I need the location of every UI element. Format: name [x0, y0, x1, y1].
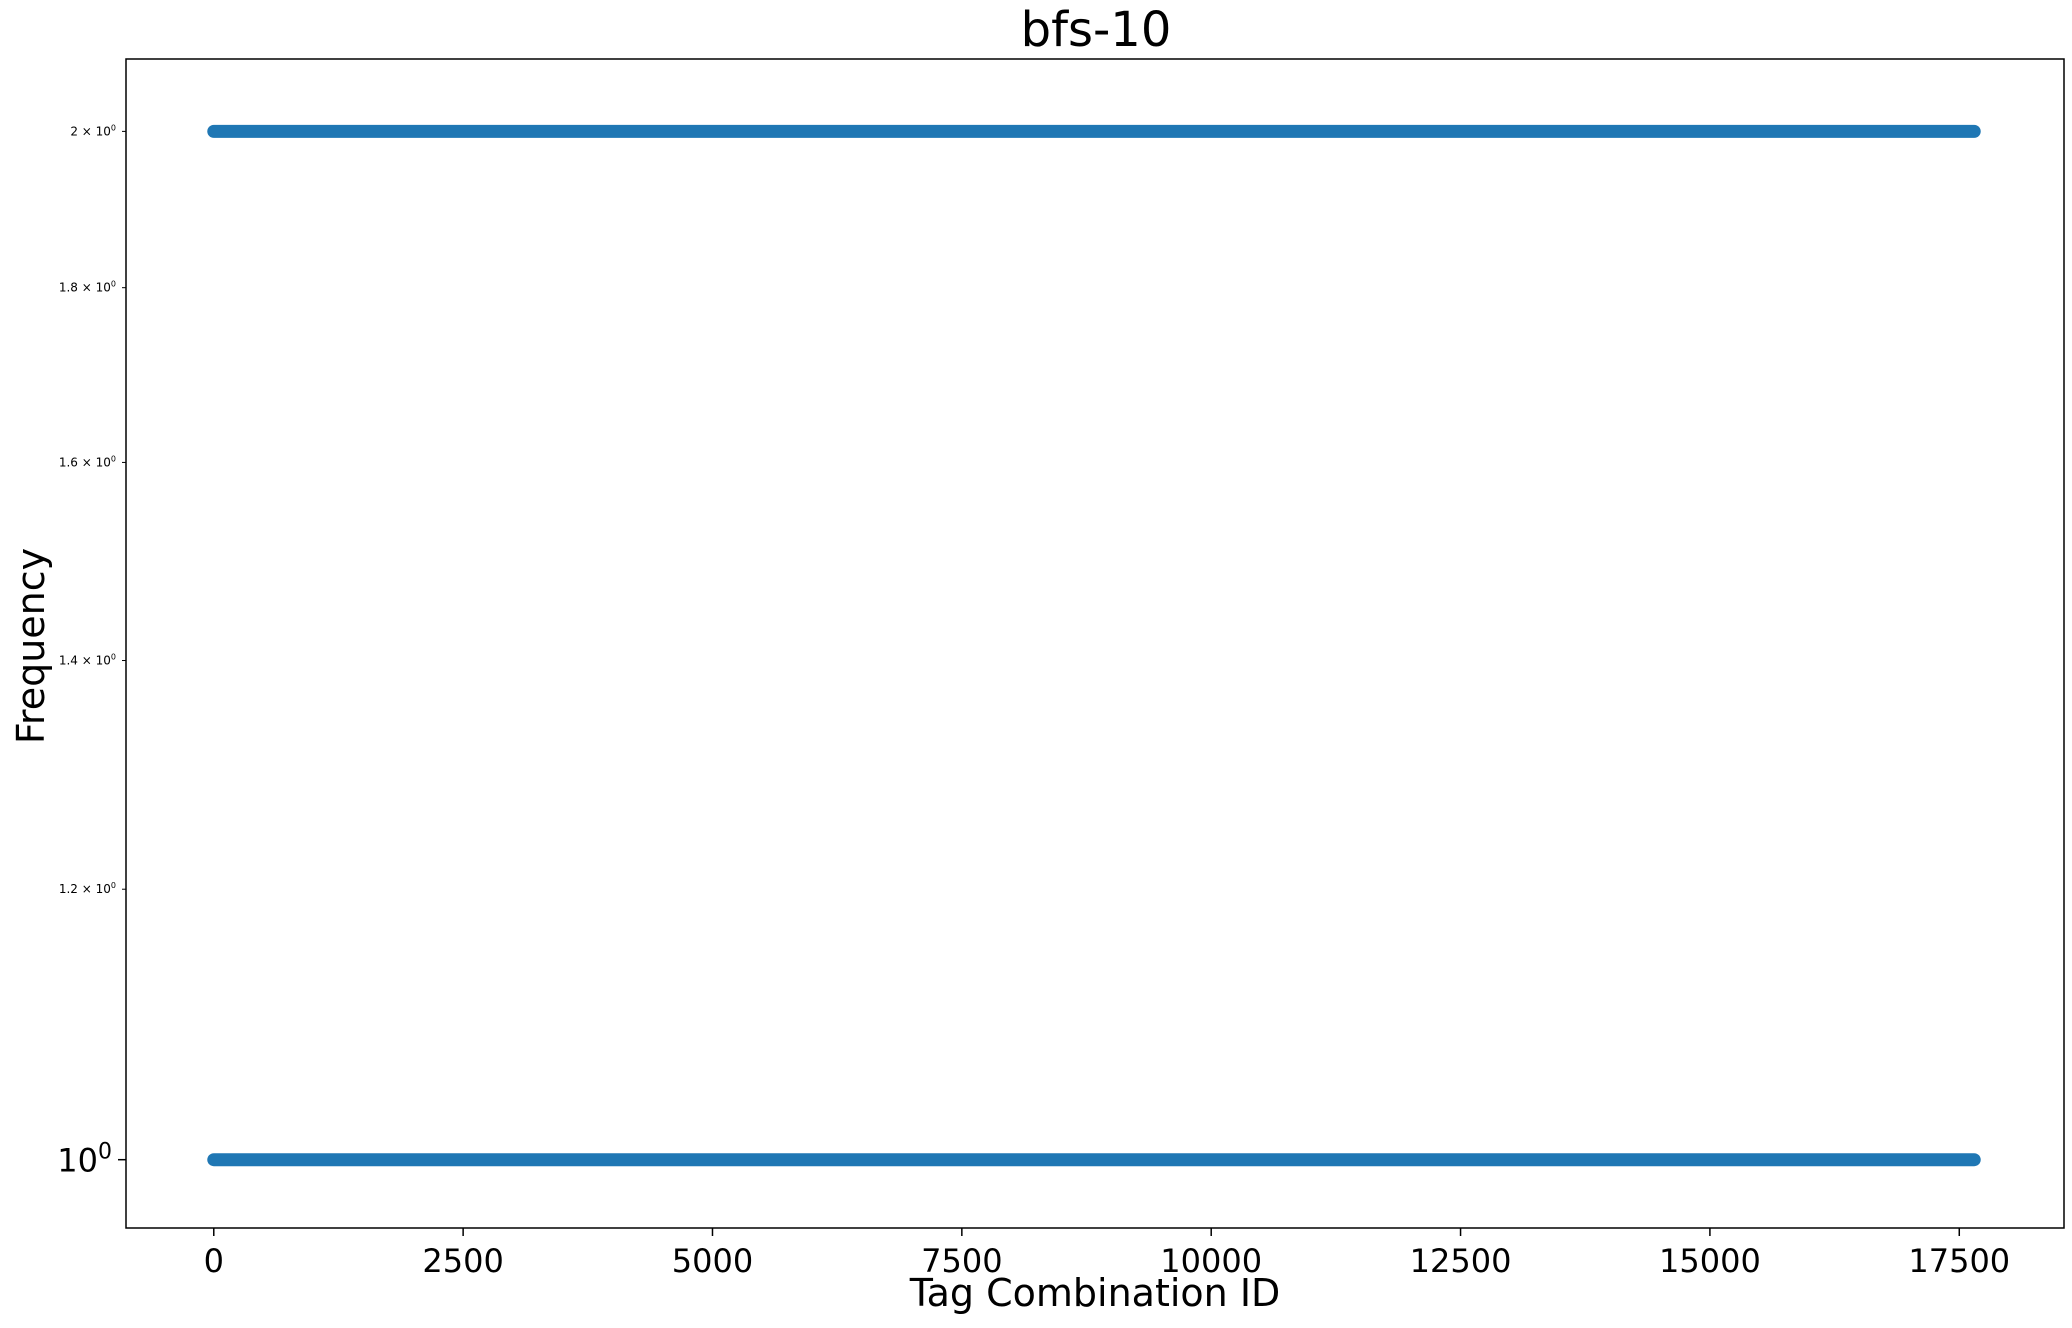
chart-title: bfs-10: [1021, 2, 1172, 58]
y-tick-label: 2 × 100: [70, 123, 116, 138]
y-axis: 100 1.2 × 100 1.4 × 100 1.6 × 100 1.8 × 100 2…: [57, 123, 126, 1180]
x-tick-label: 0: [204, 1242, 224, 1280]
series-layer: [207, 124, 1981, 1167]
x-tick-label: 5000: [672, 1242, 753, 1280]
y-axis-label: Frequency: [9, 548, 53, 744]
y-tick-label: 1.2 × 100: [59, 881, 116, 896]
x-tick-label: 15000: [1659, 1242, 1761, 1280]
x-axis-label: Tag Combination ID: [909, 1271, 1281, 1315]
x-tick-label: 12500: [1410, 1242, 1512, 1280]
x-tick-label: 10000: [1160, 1242, 1262, 1280]
y-tick-label: 100: [57, 1140, 112, 1180]
x-axis: 0 2500 5000 7500 10000 12500 15000 17500: [204, 1228, 2010, 1280]
x-tick-label: 17500: [1908, 1242, 2010, 1280]
x-tick-label: 7500: [921, 1242, 1002, 1280]
y-tick-label: 1.4 × 100: [59, 653, 116, 668]
plot-frame: [125, 58, 2065, 1229]
y-tick-label: 1.8 × 100: [59, 280, 116, 295]
x-tick-label: 2500: [422, 1242, 503, 1280]
y-tick-label: 1.6 × 100: [59, 454, 116, 469]
